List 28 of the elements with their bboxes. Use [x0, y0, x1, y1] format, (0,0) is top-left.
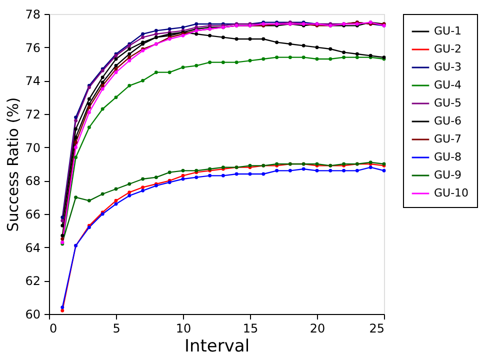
y-tick-label: 64: [25, 240, 40, 255]
x-tick-label: 5: [112, 322, 120, 336]
x-tick-label: 20: [310, 322, 326, 336]
legend-label: GU-10: [434, 186, 469, 200]
legend-label: GU-4: [434, 78, 462, 92]
y-tick-label: 66: [25, 208, 40, 222]
y-tick-label: 76: [25, 40, 40, 55]
x-tick-label: 0: [50, 322, 58, 336]
x-axis-title: Interval: [184, 336, 250, 356]
x-tick-label: 25: [369, 322, 384, 336]
legend-label: GU-6: [434, 114, 462, 128]
y-tick-label: 62: [25, 274, 40, 288]
legend-label: GU-3: [434, 60, 462, 74]
legend-label: GU-1: [434, 24, 462, 38]
y-axis-title: Success Ratio (%): [4, 97, 22, 232]
legend-label: GU-9: [434, 168, 462, 182]
y-tick-label: 60: [25, 308, 40, 322]
x-tick-label: 10: [176, 322, 192, 336]
legend-label: GU-2: [434, 42, 462, 56]
legend-label: GU-8: [434, 150, 462, 164]
y-tick-label: 72: [25, 108, 40, 122]
legend-label: GU-5: [434, 96, 462, 110]
x-tick-label: 15: [242, 322, 258, 336]
legend-label: GU-7: [434, 132, 462, 146]
y-tick-label: 78: [25, 8, 40, 22]
y-tick-label: 70: [25, 140, 40, 155]
y-tick-label: 68: [25, 174, 40, 188]
y-tick-label: 74: [25, 74, 40, 88]
